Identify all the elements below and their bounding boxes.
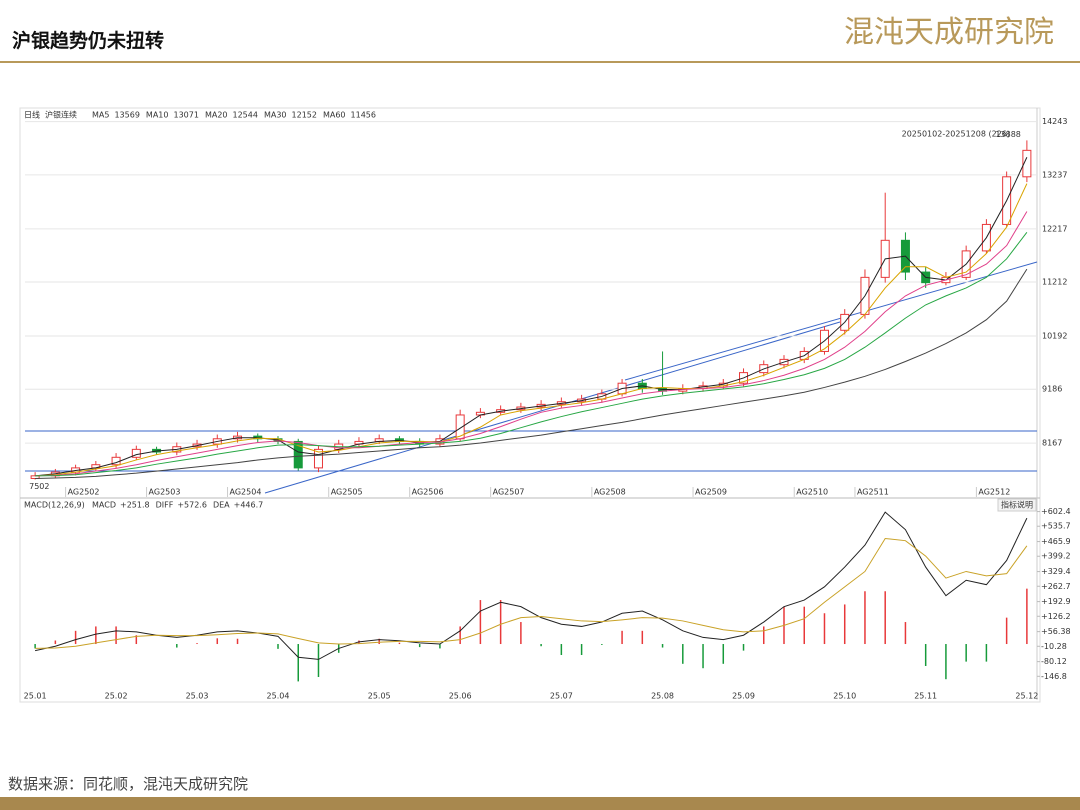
legend-value: 13569	[114, 111, 139, 120]
legend-label: DIFF	[156, 501, 174, 510]
x-tick-label: 25.01	[24, 692, 47, 701]
macd-line	[35, 537, 1028, 649]
x-tick-label: 25.12	[1015, 692, 1038, 701]
x-tick-label: AG2504	[230, 488, 262, 497]
y-tick-label: -80.12	[1041, 657, 1067, 666]
y-tick-label: -146.8	[1041, 672, 1067, 681]
footer-band	[0, 797, 1080, 810]
legend-label: MA20	[205, 111, 228, 120]
x-tick-label: AG2509	[695, 488, 727, 497]
x-tick-label: AG2512	[978, 488, 1010, 497]
x-tick-label: 25.05	[368, 692, 391, 701]
legend-label: DEA	[213, 501, 230, 510]
x-tick-label: 25.04	[267, 692, 290, 701]
trend-line	[264, 321, 841, 494]
x-tick-label: AG2508	[594, 488, 626, 497]
y-tick-label: -10.28	[1041, 642, 1067, 651]
source: 数据来源：同花顺，混沌天成研究院	[8, 775, 248, 793]
ma-line	[35, 231, 1028, 477]
y-tick-label: 13237	[1042, 170, 1067, 179]
legend-value: +251.8	[120, 501, 150, 510]
candle-body	[1022, 149, 1032, 178]
y-tick-label: 10192	[1042, 332, 1067, 341]
candle-body	[313, 448, 323, 469]
y-tick-label: +56.38	[1041, 627, 1071, 636]
macd-line	[35, 511, 1028, 660]
logo: 混沌天成研究院	[844, 15, 1054, 50]
ma-line	[35, 157, 1028, 477]
x-tick-label: 25.11	[914, 692, 937, 701]
chart-frame	[19, 107, 1041, 703]
y-tick-label: 14243	[1042, 117, 1067, 126]
x-tick-label: AG2511	[857, 488, 889, 497]
x-tick-label: 25.09	[732, 692, 755, 701]
candle-body	[131, 448, 141, 458]
x-tick-label: 25.03	[186, 692, 209, 701]
candle-body	[293, 440, 303, 469]
x-tick-label: 25.10	[833, 692, 856, 701]
y-tick-label: +399.2	[1041, 552, 1071, 561]
y-tick-label: +465.9	[1041, 537, 1071, 546]
legend-label: MA30	[264, 111, 287, 120]
ma-line	[35, 268, 1028, 479]
y-tick-label: 11212	[1042, 278, 1067, 287]
x-tick-label: 25.06	[449, 692, 472, 701]
y-tick-label: +192.9	[1041, 597, 1071, 606]
macd-title: MACD(12,26,9)	[24, 501, 85, 510]
legend-value: 11456	[351, 111, 376, 120]
x-tick-label: 25.07	[550, 692, 573, 701]
x-tick-label: AG2503	[149, 488, 181, 497]
x-tick-label: AG2510	[796, 488, 828, 497]
indicator-button[interactable]	[997, 498, 1037, 512]
y-tick-label: 9186	[1042, 385, 1062, 394]
x-tick-label: AG2507	[493, 488, 525, 497]
legend-value: 12152	[292, 111, 317, 120]
period-label: 日线	[24, 110, 40, 120]
legend-value: 12544	[233, 111, 258, 120]
page-title: 沪银趋势仍未扭转	[12, 29, 164, 52]
y-tick-label: +535.7	[1041, 522, 1071, 531]
x-tick-label: 25.02	[105, 692, 128, 701]
instrument-name: 沪银连续	[45, 110, 77, 120]
low-label: 7502	[29, 482, 49, 491]
y-tick-label: +329.4	[1041, 567, 1071, 576]
legend-label: MA5	[92, 111, 109, 120]
x-tick-label: 25.08	[651, 692, 674, 701]
x-tick-label: AG2505	[331, 488, 363, 497]
legend-label: MA10	[146, 111, 169, 120]
y-tick-label: 8167	[1042, 439, 1062, 448]
y-tick-label: +126.2	[1041, 612, 1071, 621]
range-label: 20250102-20251208 (226)	[902, 130, 1010, 139]
ma-line	[35, 211, 1028, 477]
high-label: 13888	[995, 130, 1020, 139]
y-tick-label: 12217	[1042, 224, 1067, 233]
ma-line	[35, 183, 1028, 477]
legend-label: MA60	[323, 111, 346, 120]
y-tick-label: +262.7	[1041, 582, 1071, 591]
indicator-button-label[interactable]: 指标说明	[1001, 500, 1033, 510]
legend-value: +446.7	[234, 501, 264, 510]
x-tick-label: AG2502	[68, 488, 100, 497]
legend-value: +572.6	[177, 501, 207, 510]
legend-label: MACD	[92, 501, 116, 510]
legend-value: 13071	[173, 111, 198, 120]
x-tick-label: AG2506	[412, 488, 444, 497]
y-tick-label: +602.4	[1041, 507, 1071, 516]
